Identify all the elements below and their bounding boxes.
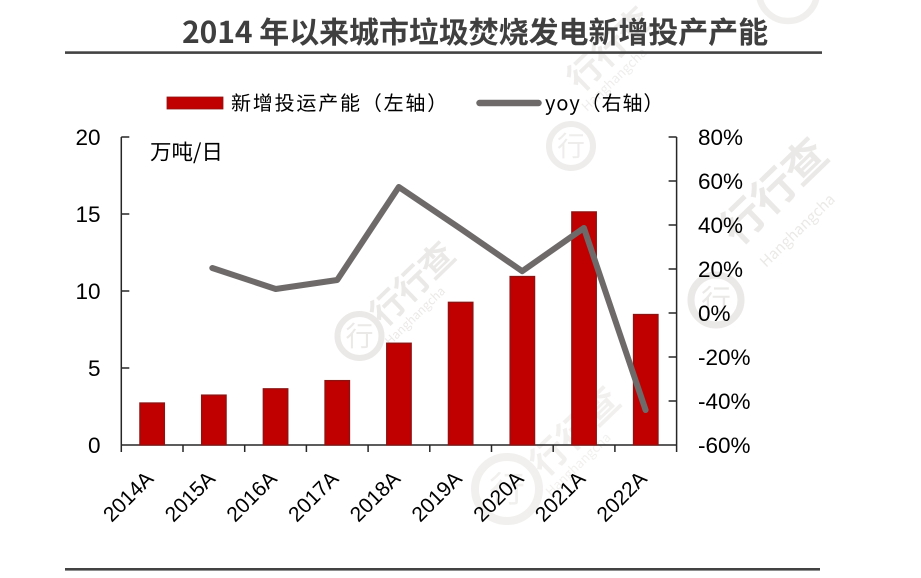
svg-text:2018A: 2018A xyxy=(346,467,405,526)
svg-text:40%: 40% xyxy=(698,213,743,238)
svg-text:60%: 60% xyxy=(698,169,743,194)
svg-text:2022A: 2022A xyxy=(593,467,652,526)
svg-text:2016A: 2016A xyxy=(222,467,281,526)
svg-text:5: 5 xyxy=(88,356,101,381)
svg-text:0%: 0% xyxy=(698,301,731,326)
svg-text:2019A: 2019A xyxy=(408,467,467,526)
svg-text:-20%: -20% xyxy=(698,345,751,370)
svg-text:-60%: -60% xyxy=(698,433,751,458)
svg-text:0: 0 xyxy=(88,433,101,458)
svg-text:2015A: 2015A xyxy=(161,467,220,526)
svg-text:15: 15 xyxy=(75,202,100,227)
svg-text:20%: 20% xyxy=(698,257,743,282)
svg-text:-40%: -40% xyxy=(698,389,751,414)
svg-text:2017A: 2017A xyxy=(284,467,343,526)
svg-text:80%: 80% xyxy=(698,125,743,150)
svg-text:20: 20 xyxy=(75,125,100,150)
svg-text:2014A: 2014A xyxy=(99,467,158,526)
svg-text:10: 10 xyxy=(75,279,100,304)
